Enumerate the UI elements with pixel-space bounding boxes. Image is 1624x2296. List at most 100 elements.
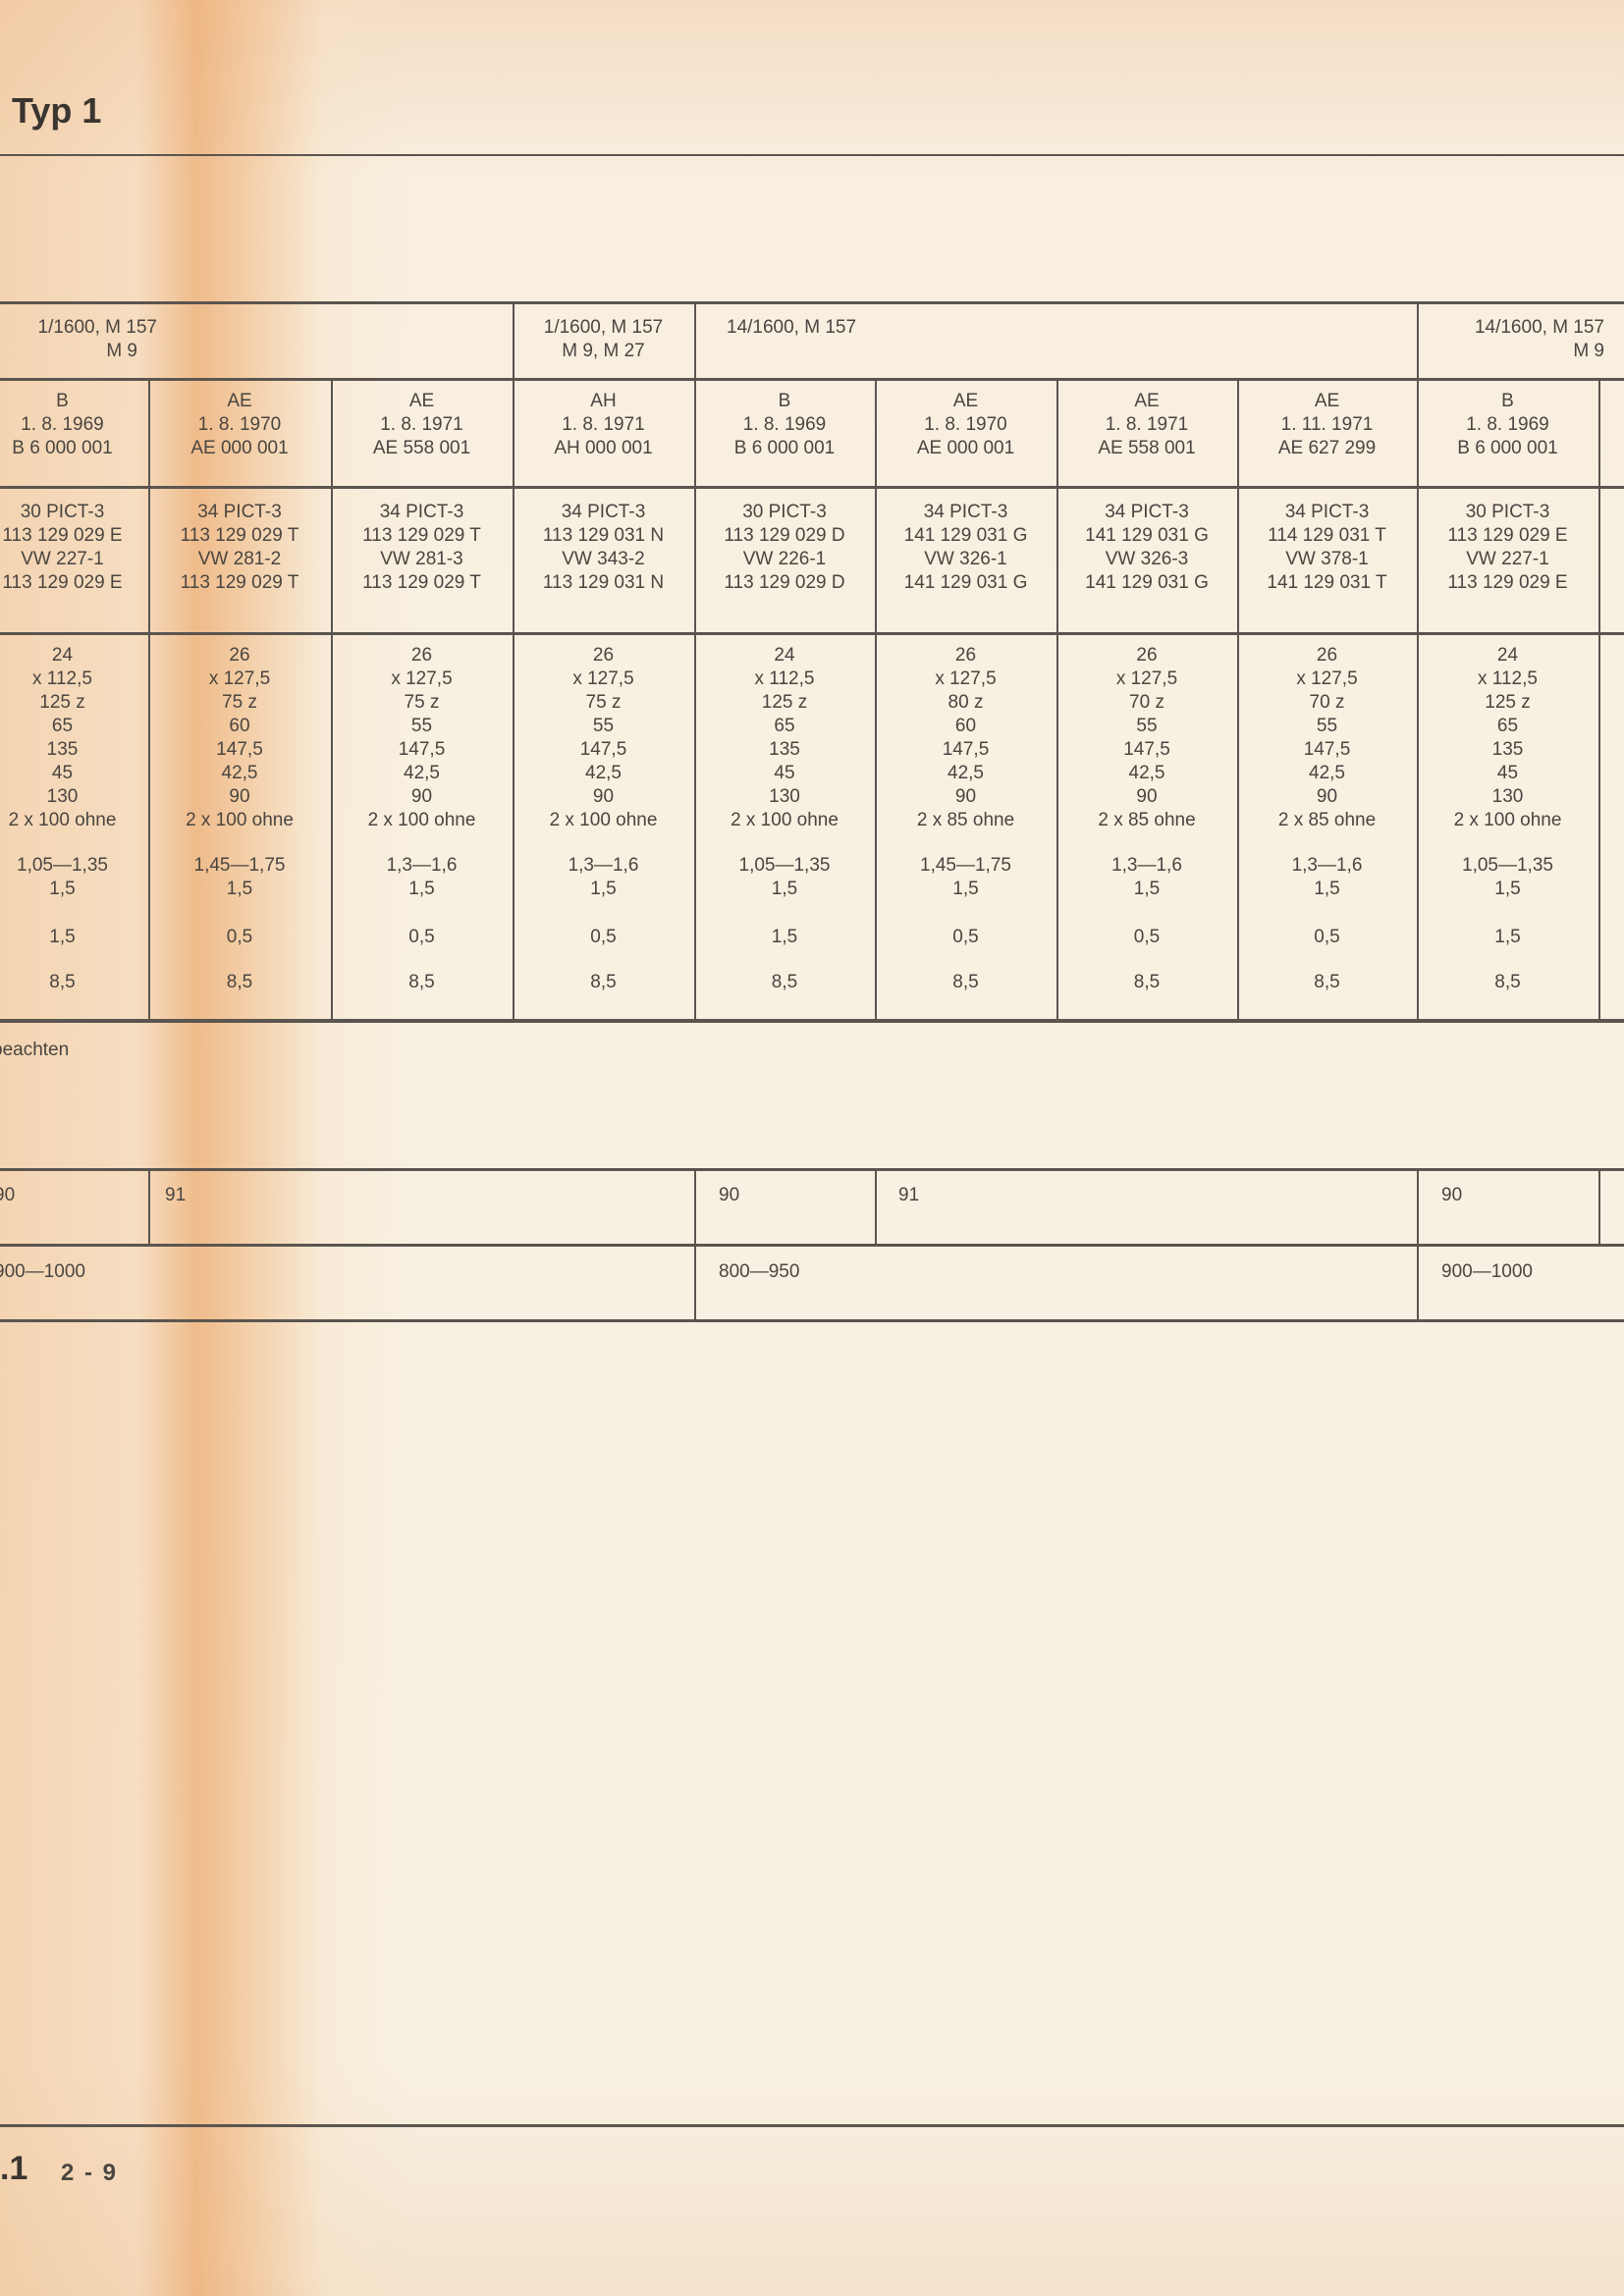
carburettor-cell: 30 PICT-3	[20, 502, 105, 522]
jet-value-cell: 135	[769, 739, 800, 760]
jet-value-cell: 2 x 100 ohne	[549, 810, 658, 830]
jet-value-cell: x 112,5	[32, 668, 92, 689]
engine-group-label: M 9	[1573, 341, 1604, 361]
jet-value-cell: 42,5	[1309, 763, 1345, 783]
value-cell-b: 8,5	[226, 972, 253, 992]
engine-code-cell: 1. 8. 1971	[562, 414, 645, 435]
value-cell-a: 0,5	[952, 927, 979, 947]
jet-value-cell: 80 z	[947, 692, 984, 713]
column-rule	[148, 1170, 150, 1244]
jet-value-cell: 45	[1496, 763, 1519, 783]
engine-code-cell: AE 000 001	[190, 438, 289, 458]
jet-value-cell: 2 x 85 ohne	[1098, 810, 1196, 830]
octane-cell: 91	[165, 1185, 187, 1205]
jet-value-cell: 135	[46, 739, 79, 760]
jet-value-cell: 65	[774, 716, 795, 736]
level-value-cell: 1,5	[1133, 879, 1161, 899]
level-value-cell: 1,45—1,75	[193, 855, 286, 876]
column-rule	[694, 1246, 696, 1319]
carburettor-cell: 113 129 029 E	[1447, 572, 1568, 593]
carburettor-cell: VW 343-2	[562, 549, 645, 569]
jet-value-cell: x 127,5	[1296, 668, 1358, 689]
carburettor-cell: 34 PICT-3	[197, 502, 282, 522]
carburettor-cell: 34 PICT-3	[1105, 502, 1189, 522]
carburettor-cell: 30 PICT-3	[742, 502, 827, 522]
table-rule	[0, 1319, 1624, 1322]
column-rule	[694, 379, 696, 1019]
carburettor-cell: 113 129 029 D	[724, 525, 845, 546]
carburettor-cell: 113 129 029 T	[362, 572, 481, 593]
column-rule	[1237, 379, 1239, 1019]
column-rule	[1417, 1170, 1419, 1244]
level-value-cell: 1,5	[771, 879, 798, 899]
column-rule	[1056, 379, 1058, 1019]
jet-value-cell: x 127,5	[935, 668, 997, 689]
value-cell-b: 8,5	[1314, 972, 1340, 992]
level-value-cell: 1,5	[590, 879, 617, 899]
jet-value-cell: 55	[1136, 716, 1158, 736]
octane-cell: 90	[719, 1185, 740, 1205]
carburettor-cell: 113 129 031 N	[542, 525, 665, 546]
value-cell-b: 8,5	[1133, 972, 1161, 992]
jet-value-cell: 42,5	[1128, 763, 1165, 783]
jet-value-cell: x 127,5	[572, 668, 634, 689]
level-value-cell: 1,3—1,6	[386, 855, 458, 876]
carburettor-cell: 113 129 031 N	[542, 572, 665, 593]
carburettor-cell: 141 129 031 G	[903, 572, 1028, 593]
carburettor-cell: 113 129 029 T	[180, 525, 299, 546]
value-cell-b: 8,5	[408, 972, 435, 992]
section-number: .1	[0, 2150, 28, 2187]
carburettor-cell: VW 378-1	[1285, 549, 1369, 569]
level-value-cell: 1,05—1,35	[738, 855, 831, 876]
column-rule	[875, 1170, 877, 1244]
jet-value-cell: 45	[51, 763, 74, 783]
column-rule	[1417, 1246, 1419, 1319]
engine-code-cell: B	[56, 391, 69, 411]
jet-value-cell: 65	[1496, 716, 1519, 736]
jet-value-cell: 2 x 100 ohne	[1453, 810, 1562, 830]
carburettor-cell: 141 129 031 T	[1267, 572, 1387, 593]
value-cell-b: 8,5	[952, 972, 979, 992]
jet-value-cell: 147,5	[216, 739, 263, 760]
jet-value-cell: 125 z	[39, 692, 85, 713]
jet-value-cell: 90	[1316, 786, 1338, 807]
engine-code-cell: B 6 000 001	[733, 438, 836, 458]
engine-group-label: 1/1600, M 157	[37, 317, 157, 338]
jet-value-cell: 130	[46, 786, 79, 807]
table-rule	[0, 1244, 1624, 1247]
column-rule	[1417, 302, 1419, 378]
engine-code-cell: B	[778, 391, 791, 411]
jet-value-cell: 70 z	[1309, 692, 1345, 713]
carburettor-cell: 141 129 031 G	[1085, 572, 1209, 593]
carburettor-cell: 141 129 031 G	[903, 525, 1028, 546]
level-value-cell: 1,5	[1314, 879, 1340, 899]
engine-code-cell: 1. 8. 1971	[380, 414, 463, 435]
title-rule	[0, 154, 1624, 156]
jet-value-cell: 2 x 100 ohne	[731, 810, 839, 830]
engine-code-cell: 1. 8. 1970	[197, 414, 282, 435]
footer-rule	[0, 2124, 1624, 2127]
engine-code-cell: 1. 8. 1969	[742, 414, 827, 435]
column-rule	[694, 302, 696, 378]
value-cell-b: 8,5	[49, 972, 76, 992]
engine-code-cell: AE	[952, 391, 979, 411]
carburettor-cell: 113 129 029 E	[2, 525, 123, 546]
carburettor-cell: 30 PICT-3	[1465, 502, 1550, 522]
engine-group-label: 14/1600, M 157	[1474, 317, 1604, 338]
level-value-cell: 1,5	[226, 879, 253, 899]
engine-code-cell: B 6 000 001	[12, 438, 113, 458]
table-rule	[0, 632, 1624, 635]
engine-code-cell: AE	[1314, 391, 1340, 411]
level-value-cell: 1,5	[408, 879, 435, 899]
value-cell-a: 1,5	[771, 927, 798, 947]
carburettor-cell: VW 281-2	[197, 549, 282, 569]
jet-value-cell: 45	[774, 763, 795, 783]
jet-value-cell: 90	[410, 786, 433, 807]
engine-code-cell: 1. 8. 1970	[924, 414, 1007, 435]
engine-code-cell: AH 000 001	[554, 438, 653, 458]
carburettor-cell: 34 PICT-3	[561, 502, 646, 522]
jet-value-cell: 130	[769, 786, 800, 807]
jet-value-cell: 135	[1491, 739, 1524, 760]
jet-value-cell: 130	[1491, 786, 1524, 807]
carburettor-cell: VW 226-1	[742, 549, 827, 569]
